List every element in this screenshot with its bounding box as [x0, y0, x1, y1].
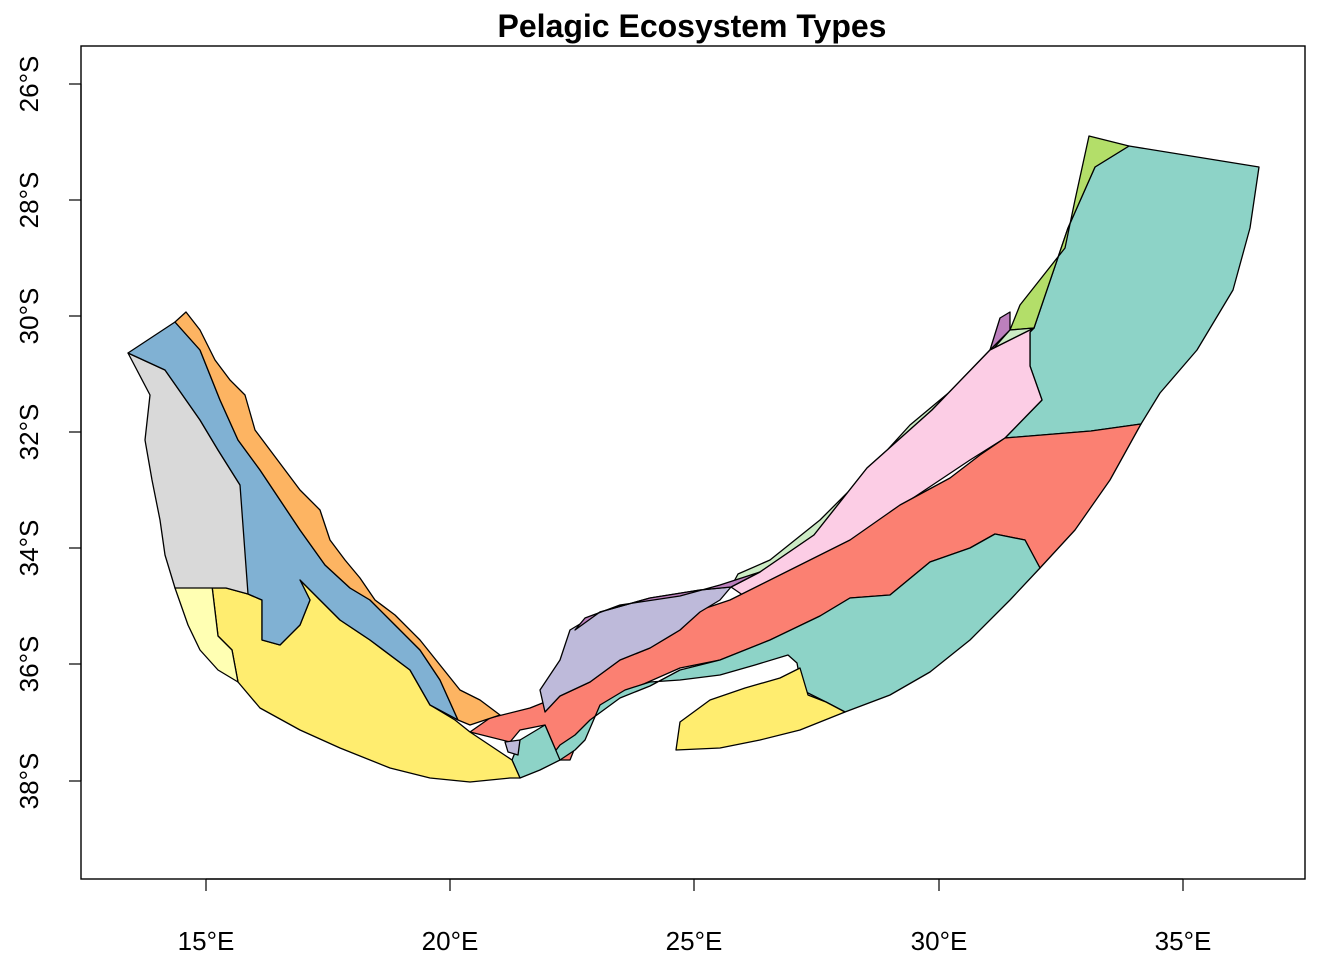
x-tick-label: 35°E [1155, 926, 1212, 956]
region-pale-yellow [174, 585, 239, 683]
y-axis: 26°S 28°S 30°S 32°S 34°S 36°S 38°S [14, 56, 82, 810]
ecosystem-regions [127, 135, 1260, 783]
x-tick-label: 15°E [178, 926, 235, 956]
x-tick-label: 30°E [911, 926, 968, 956]
region-orange [174, 311, 501, 726]
y-tick-label: 32°S [14, 404, 44, 461]
x-tick-label: 20°E [422, 926, 479, 956]
y-tick-label: 34°S [14, 520, 44, 577]
region-lavender-small [504, 739, 521, 756]
x-axis: 15°E 20°E 25°E 30°E 35°E [178, 878, 1212, 956]
y-tick-label: 30°S [14, 288, 44, 345]
y-tick-label: 26°S [14, 56, 44, 113]
y-tick-label: 28°S [14, 172, 44, 229]
x-tick-label: 25°E [666, 926, 723, 956]
region-purple-central [574, 571, 761, 631]
y-tick-label: 36°S [14, 636, 44, 693]
y-tick-label: 38°S [14, 753, 44, 810]
region-yellow-east [675, 667, 846, 751]
map-title: Pelagic Ecosystem Types [498, 8, 887, 44]
